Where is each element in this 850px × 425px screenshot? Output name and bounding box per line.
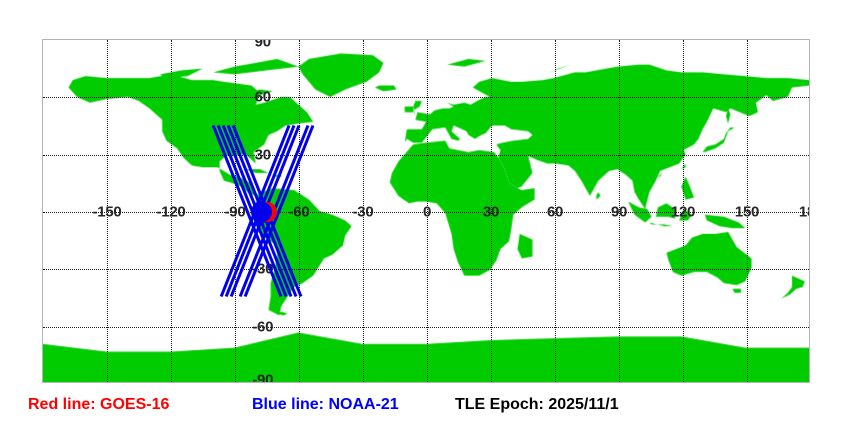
satellite-ground-track-layer [211,124,315,298]
legend-blue-line-noaa21: Blue line: NOAA-21 [252,396,399,413]
legend-red-line-goes16: Red line: GOES-16 [28,396,170,413]
goes-16-marker-overlap-mask [251,202,272,222]
legend-tle-epoch: TLE Epoch: 2025/11/1 [455,396,619,413]
world-map-panel: -300306090120150180-150-120-90-609060300… [42,39,810,383]
ground-track-pass-1-4 [243,124,315,298]
ground-track-pass-0-0 [211,124,283,298]
world-map-landmass [43,40,809,382]
legend: Red line: GOES-16 Blue line: NOAA-21 TLE… [0,394,850,420]
